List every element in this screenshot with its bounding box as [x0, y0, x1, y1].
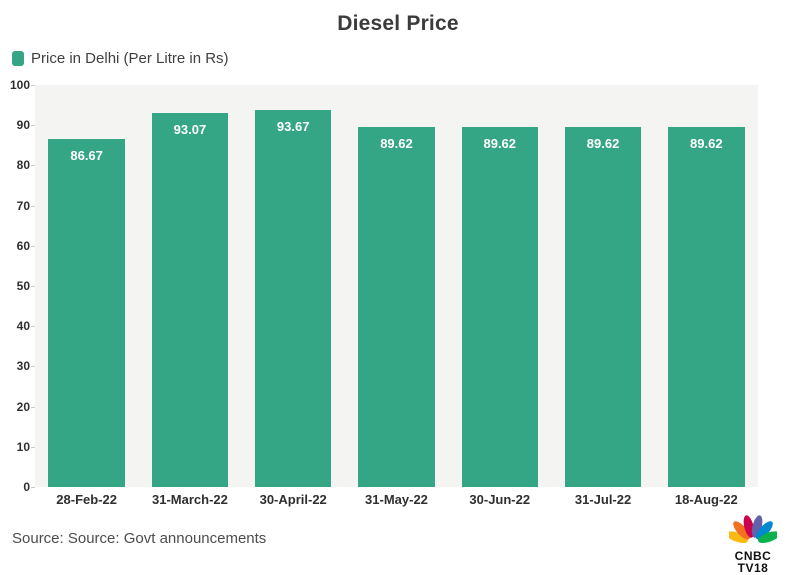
y-axis-tick-label: 30 [16, 359, 30, 374]
x-axis-tick-label: 30-April-22 [259, 492, 327, 507]
bar-value-label: 89.62 [380, 135, 413, 151]
y-axis-tick-label: 70 [16, 198, 30, 213]
y-axis-tick-label: 80 [16, 158, 30, 173]
bar-slot: 93.07 [138, 85, 241, 487]
bar: 86.67 [48, 138, 125, 487]
x-axis-tick-label: 31-May-22 [365, 492, 428, 507]
y-axis-tick-label: 50 [16, 279, 30, 293]
legend-label: Price in Delhi (Per Litre in Rs) [31, 50, 229, 67]
peacock-feather [726, 531, 748, 544]
bar: 93.07 [151, 112, 229, 487]
y-axis-tick-label: 90 [16, 118, 30, 133]
y-axis-tick-mark [31, 205, 35, 207]
x-axis-slot: 30-Jun-22 [448, 491, 551, 509]
bar: 89.62 [461, 126, 538, 487]
x-axis-tick-label: 31-Jul-22 [574, 492, 632, 507]
bar-slot: 89.62 [345, 85, 448, 487]
y-axis-tick-mark [31, 326, 35, 328]
x-axis-slot: 31-May-22 [345, 491, 448, 509]
bar-slot: 89.62 [655, 85, 758, 487]
y-axis-tick-label: 40 [16, 319, 30, 334]
logo-text-line1: CNBC [734, 549, 772, 563]
x-axis-slot: 31-Jul-22 [551, 491, 654, 509]
peacock-icon [726, 515, 780, 544]
y-axis-tick-mark [31, 366, 35, 368]
bar-value-label: 93.67 [276, 119, 310, 135]
cnbc-tv18-logo: CNBC TV18 [722, 509, 784, 574]
y-axis-tick-label: 10 [16, 439, 30, 454]
y-axis-tick-mark [31, 406, 35, 408]
y-axis-tick-mark [31, 286, 35, 287]
peacock-feather [733, 521, 751, 540]
y-axis-tick-mark [31, 446, 35, 448]
bar-value-label: 86.67 [70, 147, 103, 163]
bar-value-label: 89.62 [586, 135, 620, 151]
x-axis-tick-label: 28-Feb-22 [56, 492, 117, 507]
x-axis-slot: 28-Feb-22 [35, 491, 138, 509]
y-axis-tick-label: 60 [16, 238, 30, 253]
y-axis-tick-mark [31, 487, 35, 488]
bar-slot: 89.62 [448, 85, 551, 487]
peacock-feather [743, 515, 755, 538]
x-axis-tick-label: 18-Aug-22 [674, 492, 738, 507]
logo-text-line2: TV18 [737, 561, 769, 575]
bar: 93.67 [254, 110, 332, 487]
y-axis-tick-mark [31, 125, 35, 127]
bar-value-label: 89.62 [690, 135, 723, 151]
x-axis-slot: 31-March-22 [138, 491, 241, 509]
y-axis-tick-mark [31, 85, 35, 86]
bar-slot: 86.67 [35, 85, 138, 487]
bar-value-label: 89.62 [483, 135, 517, 151]
page-title: Diesel Price [337, 12, 459, 35]
source-text: Source: Source: Govt announcements [12, 530, 267, 547]
bar: 89.62 [358, 126, 435, 487]
x-axis-slot: 30-April-22 [242, 491, 345, 509]
y-axis-tick-label: 20 [16, 399, 30, 414]
bar-value-label: 93.07 [173, 121, 207, 137]
bar-slot: 89.62 [551, 85, 654, 487]
y-axis: 0 10 20 30 40 50 60 70 80 90 100 [0, 79, 35, 493]
legend-swatch-icon [12, 51, 24, 66]
legend: Price in Delhi (Per Litre in Rs) [12, 50, 229, 67]
y-axis-tick-label: 100 [9, 78, 30, 92]
peacock-feather [758, 531, 780, 544]
x-axis-tick-label: 31-March-22 [151, 492, 228, 507]
x-axis-slot: 18-Aug-22 [655, 491, 758, 509]
y-axis-tick-label: 0 [23, 480, 30, 494]
peacock-feather [755, 521, 773, 540]
x-axis-tick-label: 30-Jun-22 [469, 492, 531, 507]
bar-slot: 93.67 [242, 85, 345, 487]
bar: 89.62 [668, 126, 745, 487]
y-axis-tick-mark [31, 245, 35, 247]
x-axis: 28-Feb-22 31-March-22 30-April-22 31-May-22… [35, 491, 758, 509]
bar: 89.62 [564, 126, 642, 487]
plot-area: 86.67 93.07 93.67 89.62 89.62 89.62 89.62 [35, 85, 758, 487]
y-axis-tick-mark [31, 165, 35, 167]
